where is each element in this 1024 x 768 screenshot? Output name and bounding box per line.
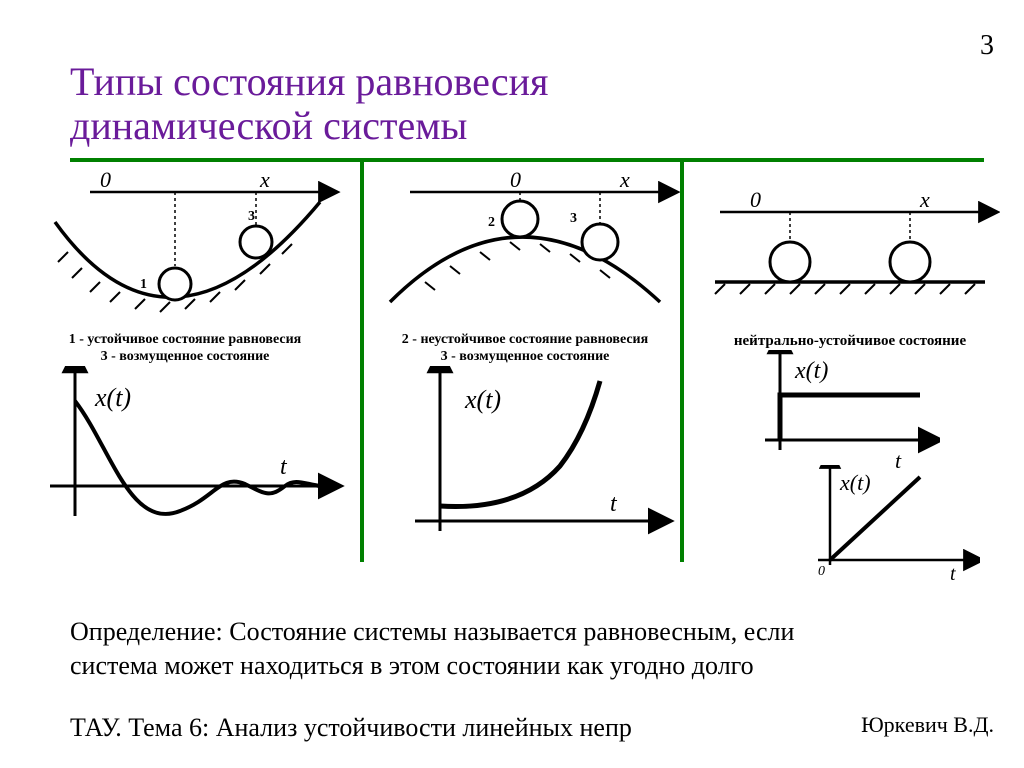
axis-x-label: x [919, 187, 930, 212]
footer-author: Юркевич В.Д. [861, 712, 994, 738]
t-label: t [895, 448, 902, 470]
caption-line: 2 - неустойчивое состояние равновесия [370, 332, 680, 349]
panel-unstable: 0 x 2 3 [370, 162, 680, 562]
slide: 3 Типы состояния равновесиядинамической … [0, 0, 1024, 768]
fn-label: x(t) [94, 383, 131, 412]
fn-label: x(t) [464, 385, 501, 414]
fn-label: x(t) [839, 470, 871, 495]
vertical-separator [680, 162, 684, 562]
caption-line: 3 - возмущенное состояние [20, 349, 350, 366]
diagram-hill: 0 x 2 3 [370, 162, 680, 332]
panel-neutral: 0 x [700, 162, 1000, 562]
axis-origin-label: 0 [750, 187, 761, 212]
footer-topic: ТАУ. Тема 6: Анализ устойчивости линейны… [70, 713, 632, 743]
caption-line: 1 - устойчивое состояние равновесия [20, 332, 350, 349]
panels-row: 0 x [70, 162, 984, 562]
axis-origin-label: 0 [100, 167, 111, 192]
t-label: t [280, 454, 288, 480]
panel-stable: 0 x [20, 162, 350, 562]
diagram-valley: 0 x [20, 162, 350, 332]
slide-title: Типы состояния равновесиядинамической си… [70, 60, 984, 148]
graph-ramp: x(t) t 0 [800, 465, 980, 585]
axis-x-label: x [619, 167, 630, 192]
axis-x-label: x [259, 167, 270, 192]
panel-caption: 1 - устойчивое состояние равновесия 3 - … [20, 332, 350, 366]
page-number: 3 [980, 30, 994, 62]
graph-diverging: x(t) t [370, 366, 680, 556]
vertical-separator [360, 162, 364, 562]
axis-origin-label: 0 [510, 167, 521, 192]
origin-label: 0 [818, 564, 825, 579]
ball-label: 3 [248, 209, 255, 224]
diagram-flat: 0 x [700, 182, 1000, 332]
ball-label: 1 [140, 277, 147, 292]
panel-caption: нейтрально-устойчивое состояние [700, 332, 1000, 350]
graph-damped: x(t) t [20, 366, 350, 556]
fn-label: x(t) [794, 358, 828, 384]
panel-caption: 2 - неустойчивое состояние равновесия 3 … [370, 332, 680, 366]
definition-text: Определение: Состояние системы называетс… [70, 615, 830, 683]
ball-label: 2 [488, 215, 495, 230]
ball-label: 3 [570, 211, 577, 226]
caption-line: 3 - возмущенное состояние [370, 349, 680, 366]
t-label: t [610, 491, 618, 517]
t-label: t [950, 563, 956, 585]
graph-step: x(t) t [740, 350, 940, 470]
